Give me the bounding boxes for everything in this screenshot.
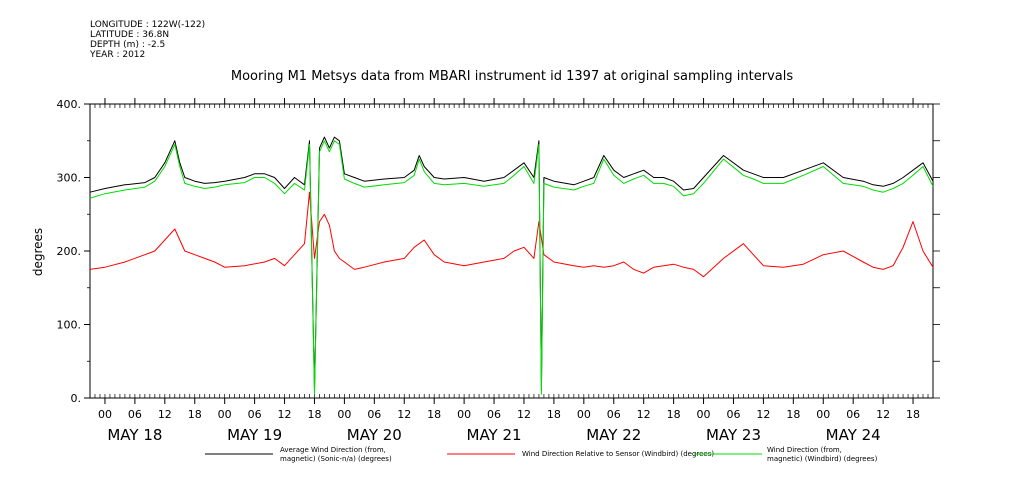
chart-title: Mooring M1 Metsys data from MBARI instru… [231,69,793,84]
y-tick-label: 200. [57,245,82,258]
x-tick-label: 18 [786,408,800,421]
x-tick-label: 18 [188,408,202,421]
longitude-line: LONGITUDE : 122W(-122) [90,20,206,30]
x-tick-label: 00 [337,408,351,421]
y-axis: 0. 100. 200. 300. 400. [57,98,90,405]
x-tick-label: 06 [607,408,621,421]
x-tick-label: 12 [397,408,411,421]
x-axis: 00 06 12 18 00 06 12 18 00 06 12 18 00 06 12 18 00 06 12 18… [98,98,920,444]
x-tick-label: 06 [248,408,262,421]
legend-label-2: Wind Direction Relative to Sensor (Windb… [522,450,714,458]
day-label: MAY 21 [467,426,522,444]
x-tick-label: 00 [816,408,830,421]
plot-frame [89,103,934,399]
latitude-line: LATITUDE : 36.8N [90,30,170,40]
minor-tick-marks [89,103,940,399]
x-tick-label: 00 [577,408,591,421]
day-label: MAY 24 [826,426,881,444]
x-tick-label: 12 [158,408,172,421]
x-tick-label: 06 [128,408,142,421]
day-label: MAY 18 [107,426,162,444]
legend-label-1: magnetic) (Sonic-n/a) (degrees) [280,455,392,463]
day-label: MAY 20 [347,426,402,444]
y-tick-label: 400. [57,98,82,111]
x-tick-label: 18 [307,408,321,421]
depth-line: DEPTH (m) : -2.5 [90,40,166,50]
x-tick-label: 12 [756,408,770,421]
x-tick-label: 00 [98,408,112,421]
series-line-1 [89,136,934,392]
day-label: MAY 19 [227,426,282,444]
series-layer [89,136,934,395]
x-tick-label: 06 [726,408,740,421]
x-tick-label: 18 [547,408,561,421]
x-tick-label: 06 [487,408,501,421]
legend: Average Wind Direction (from,magnetic) (… [205,446,878,463]
x-tick-label: 12 [278,408,292,421]
x-tick-label: 18 [667,408,681,421]
location-metadata: LONGITUDE : 122W(-122) LATITUDE : 36.8N … [90,20,205,60]
year-line: YEAR : 2012 [90,50,146,60]
series-line-3 [89,140,934,395]
legend-label-3: magnetic) (Windbird) (degrees) [767,455,878,463]
x-tick-label: 06 [367,408,381,421]
y-axis-label: degrees [31,228,45,276]
day-label: MAY 23 [706,426,761,444]
day-label: MAY 22 [586,426,641,444]
x-tick-label: 12 [876,408,890,421]
x-tick-label: 00 [457,408,471,421]
x-tick-label: 06 [846,408,860,421]
x-tick-label: 12 [517,408,531,421]
series-line-2 [89,191,934,278]
x-tick-label: 18 [906,408,920,421]
x-tick-label: 18 [427,408,441,421]
x-tick-label: 00 [697,408,711,421]
y-tick-label: 300. [57,172,82,185]
y-tick-label: 100. [57,319,82,332]
x-tick-label: 00 [218,408,232,421]
x-tick-label: 12 [637,408,651,421]
y-tick-label: 0. [71,392,82,405]
legend-label-1: Average Wind Direction (from, [280,446,386,454]
legend-label-3: Wind Direction (from, [767,446,842,454]
